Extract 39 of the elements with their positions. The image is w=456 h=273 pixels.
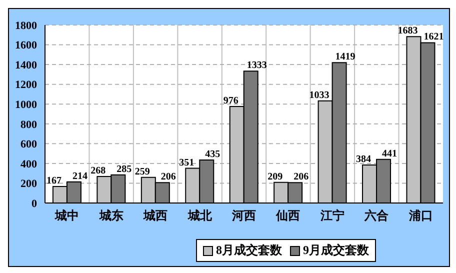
x-tick-label: 城西	[142, 208, 168, 223]
x-tick-label: 河西	[231, 208, 256, 223]
y-tick-label: 1200	[15, 79, 38, 92]
data-label: 1621	[424, 32, 444, 43]
x-tick-label: 六合	[364, 208, 390, 223]
data-label: 441	[382, 148, 398, 160]
x-tick-label: 城北	[186, 208, 213, 223]
legend-label: 8月成交套数	[215, 242, 282, 259]
y-tick-label: 1800	[15, 20, 38, 32]
data-label: 351	[179, 157, 194, 168]
x-tick-label: 仙西	[275, 208, 300, 223]
data-label: 384	[356, 154, 372, 166]
data-label: 1333	[246, 60, 267, 72]
y-tick-label: 0	[32, 198, 38, 210]
y-tick-label: 400	[20, 158, 38, 170]
x-tick-label: 城中	[54, 208, 80, 223]
legend-label: 9月成交套数	[302, 242, 369, 259]
data-label: 209	[268, 171, 283, 182]
data-label: 1683	[398, 26, 418, 37]
data-label: 167	[46, 175, 62, 186]
y-tick-label: 1000	[15, 99, 38, 112]
data-label: 206	[160, 172, 176, 183]
y-tick-label: 1400	[15, 59, 38, 72]
x-tick-label: 浦口	[408, 208, 433, 223]
data-label: 285	[116, 164, 132, 175]
y-tick-label: 1600	[15, 40, 38, 52]
data-label: 1419	[335, 52, 356, 63]
x-tick-label: 城东	[98, 208, 124, 223]
data-label: 435	[205, 148, 220, 160]
y-tick-label: 200	[20, 178, 38, 190]
y-tick-label: 800	[20, 118, 38, 131]
data-label: 1033	[309, 90, 330, 101]
data-label: 206	[294, 172, 309, 183]
data-label: 976	[223, 95, 238, 106]
data-label: 268	[90, 166, 106, 176]
x-tick-label: 江宁	[319, 208, 344, 223]
data-label: 214	[72, 170, 88, 182]
y-tick-label: 600	[20, 138, 38, 151]
data-label: 259	[134, 166, 150, 178]
